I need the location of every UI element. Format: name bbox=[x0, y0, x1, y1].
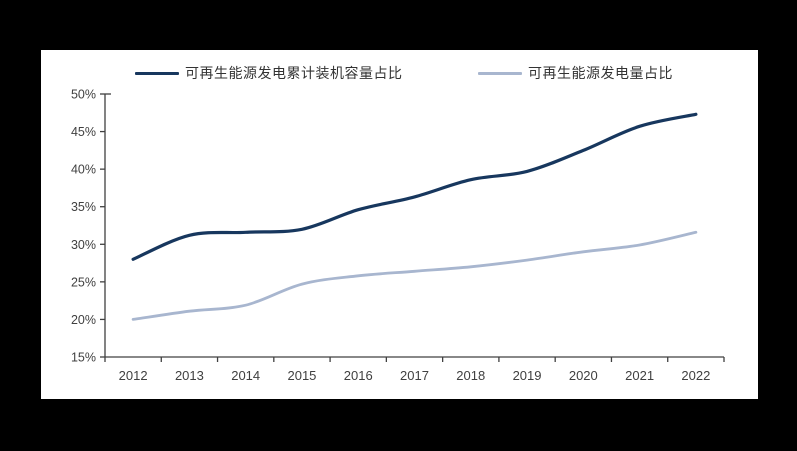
x-tick-label: 2017 bbox=[400, 368, 429, 383]
y-tick-label: 20% bbox=[71, 313, 96, 327]
line-chart: 15% 20% 25% 30% 35% 40% 45% 50% 2012 2013 2014 2015… bbox=[71, 88, 725, 383]
x-tick-label: 2012 bbox=[119, 368, 148, 383]
x-tick-label: 2014 bbox=[231, 368, 260, 383]
x-tick-label: 2021 bbox=[625, 368, 654, 383]
series-line-capacity bbox=[131, 112, 698, 261]
y-tick-label: 30% bbox=[71, 238, 96, 252]
y-tick-label: 45% bbox=[71, 125, 96, 139]
x-tick-label: 2013 bbox=[175, 368, 204, 383]
y-tick-label: 15% bbox=[71, 351, 96, 365]
x-tick-label: 2015 bbox=[287, 368, 316, 383]
legend-item-generation: 可再生能源发电量占比 bbox=[478, 63, 673, 83]
chart-panel: 可再生能源发电累计装机容量占比 可再生能源发电量占比 15% 20% 25% 30% 3… bbox=[41, 50, 758, 399]
legend-label-generation: 可再生能源发电量占比 bbox=[528, 65, 673, 81]
x-tick-label: 2016 bbox=[344, 368, 373, 383]
series-line-generation bbox=[131, 230, 698, 321]
y-tick-label: 35% bbox=[71, 200, 96, 214]
x-tick-label: 2018 bbox=[456, 368, 485, 383]
x-tick-label: 2020 bbox=[569, 368, 598, 383]
chart-legend: 可再生能源发电累计装机容量占比 可再生能源发电量占比 bbox=[41, 63, 758, 83]
legend-line-generation-icon bbox=[478, 71, 522, 75]
legend-line-capacity-icon bbox=[135, 71, 179, 75]
x-tick-label: 2019 bbox=[513, 368, 542, 383]
y-tick-label: 50% bbox=[71, 88, 96, 102]
legend-label-capacity: 可再生能源发电累计装机容量占比 bbox=[185, 65, 403, 81]
x-tick-label: 2022 bbox=[681, 368, 710, 383]
y-tick-label: 25% bbox=[71, 275, 96, 289]
legend-item-capacity: 可再生能源发电累计装机容量占比 bbox=[135, 63, 403, 83]
y-tick-label: 40% bbox=[71, 163, 96, 177]
